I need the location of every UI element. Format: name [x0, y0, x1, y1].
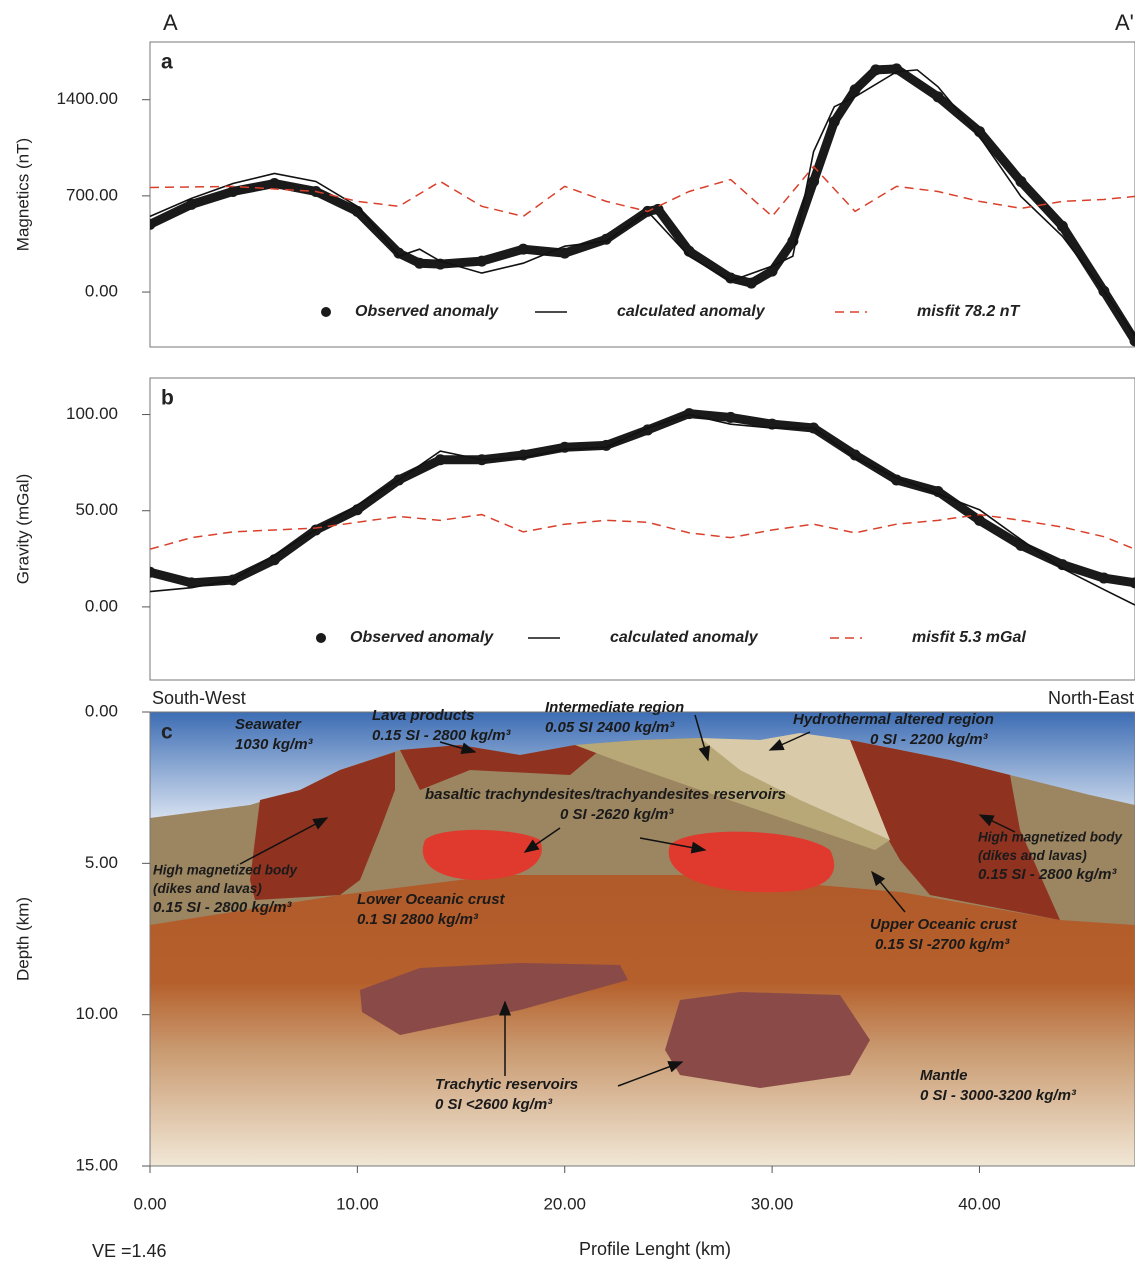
- series-line: [150, 415, 1135, 605]
- x-tick-label: 40.00: [958, 1194, 1001, 1213]
- annotation: Intermediate region: [545, 699, 684, 716]
- annotation: Mantle: [920, 1067, 968, 1084]
- region-label: North-East: [1048, 688, 1134, 708]
- annotation: 0 SI -2620 kg/m³: [560, 806, 674, 823]
- x-tick-label: 10.00: [336, 1194, 379, 1213]
- trachytic-reservoir: [665, 992, 870, 1088]
- y-tick-label: 0.00: [85, 701, 118, 720]
- y-tick-label: 50.00: [75, 500, 118, 519]
- x-axis-title: Profile Lenght (km): [579, 1239, 731, 1259]
- y-axis-title: Magnetics (nT): [13, 138, 32, 251]
- region-label: South-West: [152, 688, 246, 708]
- y-tick-label: 0.00: [85, 596, 118, 615]
- observed-point: [435, 454, 446, 465]
- observed-point: [518, 449, 529, 460]
- observed-point: [933, 91, 944, 102]
- observed-point: [269, 178, 280, 189]
- annotation: basaltic trachyndesites/trachyandesites …: [425, 786, 786, 803]
- observed-point: [974, 515, 985, 526]
- legend-marker: [316, 633, 326, 643]
- observed-point: [1015, 176, 1026, 187]
- y-tick-label: 15.00: [75, 1155, 118, 1174]
- x-tick-label: 0.00: [133, 1194, 166, 1213]
- series-line: [150, 414, 1135, 583]
- legend-label: calculated anomaly: [617, 303, 766, 320]
- observed-point: [870, 64, 881, 75]
- annotation: 0.15 SI - 2800 kg/m³: [153, 899, 292, 916]
- y-axis-title: Depth (km): [13, 897, 32, 981]
- legend-label: misfit 78.2 nT: [917, 303, 1020, 320]
- annotation: 0.05 SI 2400 kg/m³: [545, 719, 675, 736]
- annotation: Hydrothermal altered region: [793, 711, 994, 728]
- observed-point: [1098, 573, 1109, 584]
- observed-point: [653, 204, 664, 215]
- annotation: Lava products: [372, 707, 475, 724]
- y-tick-label: 5.00: [85, 853, 118, 872]
- x-tick-label: 20.00: [543, 1194, 586, 1213]
- observed-point: [476, 256, 487, 267]
- observed-point: [684, 408, 695, 419]
- legend-label: calculated anomaly: [610, 629, 759, 646]
- annotation: High magnetized body: [978, 830, 1123, 845]
- y-tick-label: 100.00: [66, 404, 118, 423]
- panel-label: b: [161, 387, 174, 410]
- observed-point: [746, 278, 757, 289]
- annotation: 0.15 SI - 2800 kg/m³: [372, 727, 511, 744]
- profile-end: A': [1115, 10, 1134, 35]
- y-tick-label: 0.00: [85, 282, 118, 301]
- observed-point: [145, 219, 156, 230]
- annotation: Seawater: [235, 716, 302, 733]
- annotation: 0 SI - 3000-3200 kg/m³: [920, 1087, 1077, 1104]
- panel-label: c: [161, 721, 173, 744]
- legend-label: Observed anomaly: [355, 303, 499, 320]
- annotation: (dikes and lavas): [153, 881, 262, 896]
- annotation: (dikes and lavas): [978, 848, 1087, 863]
- figure: A A' VE =1.46 0.00 700.00 1400.00 Magnetics…: [0, 0, 1135, 1262]
- observed-point: [829, 116, 840, 127]
- annotation: 1030 kg/m³: [235, 736, 314, 753]
- observed-point: [559, 442, 570, 453]
- y-tick-label: 1400.00: [57, 89, 118, 108]
- observed-point: [227, 186, 238, 197]
- observed-point: [725, 412, 736, 423]
- observed-point: [414, 258, 425, 269]
- series-line: [150, 69, 1135, 341]
- observed-point: [352, 504, 363, 515]
- ve-note: VE =1.46: [92, 1241, 167, 1261]
- panel-label: a: [161, 51, 173, 74]
- annotation: High magnetized body: [153, 863, 298, 878]
- legend-marker: [321, 307, 331, 317]
- y-tick-label: 10.00: [75, 1004, 118, 1023]
- observed-point: [1057, 221, 1068, 232]
- series-line: [150, 70, 1135, 336]
- legend-label: misfit 5.3 mGal: [912, 629, 1026, 646]
- observed-point: [518, 244, 529, 255]
- annotation: 0 SI - 2200 kg/m³: [870, 731, 989, 748]
- annotation: 0 SI <2600 kg/m³: [435, 1096, 553, 1113]
- annotation: 0.15 SI -2700 kg/m³: [875, 936, 1010, 953]
- y-axis-title: Gravity (mGal): [13, 474, 32, 585]
- observed-point: [808, 176, 819, 187]
- x-tick-label: 30.00: [751, 1194, 794, 1213]
- legend-label: Observed anomaly: [350, 629, 494, 646]
- observed-point: [269, 554, 280, 565]
- profile-start: A: [163, 10, 178, 35]
- annotation: Lower Oceanic crust: [357, 891, 506, 908]
- observed-point: [559, 248, 570, 259]
- annotation: 0.15 SI - 2800 kg/m³: [978, 866, 1117, 883]
- observed-point: [891, 63, 902, 74]
- annotation: 0.1 SI 2800 kg/m³: [357, 911, 479, 928]
- y-tick-label: 700.00: [66, 185, 118, 204]
- annotation: Upper Oceanic crust: [870, 916, 1018, 933]
- panel-frame: [150, 42, 1135, 347]
- annotation: Trachytic reservoirs: [435, 1076, 578, 1093]
- observed-point: [145, 567, 156, 578]
